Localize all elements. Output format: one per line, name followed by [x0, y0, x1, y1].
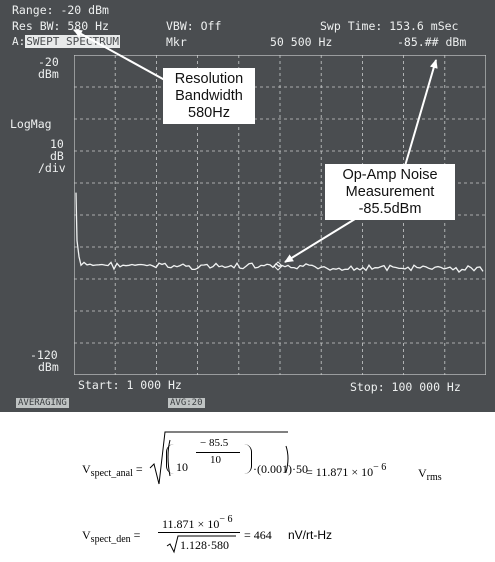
noise-arrow	[284, 218, 356, 263]
eq2-lhs: Vspect_den =	[82, 528, 141, 545]
eq1-exponent-numerator: − 85.5	[200, 437, 229, 449]
reference-level: -20	[38, 55, 59, 69]
marker-frequency: 50 500 Hz	[270, 35, 333, 49]
eq1-unit-subscript: rms	[426, 472, 442, 483]
eq1-fraction-bar	[196, 452, 240, 453]
marker-value: -85.## dBm	[397, 36, 466, 48]
start-frequency: Start: 1 000 Hz	[78, 378, 182, 392]
spectrum-analyzer-screen: Range: -20 dBm Res BW: 580 Hz A:SWEPT SP…	[0, 0, 495, 412]
eq1-result-value: = 11.871 × 10	[306, 465, 374, 479]
rbw-callout-line-3: 580Hz	[188, 105, 230, 121]
mode-indicator: A:SWEPT SPECTRUM	[12, 35, 120, 48]
eq2-radical	[166, 535, 236, 554]
noise-callout: Op-Amp Noise Measurement -85.5dBm	[325, 164, 455, 220]
eq2-result: = 464	[244, 528, 272, 542]
vbw-readout: VBW: Off	[166, 19, 222, 33]
noise-callout-line-1: Op-Amp Noise	[342, 167, 438, 183]
marker-label: Mkr	[166, 35, 187, 49]
eq2-fraction-bar	[158, 532, 240, 533]
sweep-time-readout: Swp Time: 153.6 mSec	[320, 19, 459, 33]
noise-callout-line-3: -85.5dBm	[358, 201, 422, 217]
avg-count-indicator: AVG:20	[168, 398, 205, 408]
eq2-numerator-exponent: − 6	[219, 514, 233, 525]
mode-prefix: A:	[12, 35, 26, 48]
eq2-denominator: 1.128·580	[180, 538, 229, 552]
range-readout: Range: -20 dBm	[12, 3, 109, 17]
res-bw-readout: Res BW: 580 Hz	[12, 19, 109, 33]
rbw-callout-line-1: Resolution	[174, 71, 244, 87]
eq2-lhs-symbol: V	[82, 528, 91, 542]
reference-unit: dBm	[38, 67, 59, 81]
noise-trace	[75, 192, 484, 273]
eq1-close-paren	[244, 444, 252, 474]
annotation-arrows	[73, 29, 438, 263]
marker-value-head: -85.	[397, 35, 425, 49]
bottom-unit: dBm	[38, 360, 59, 374]
scale-per-div: /div	[38, 161, 66, 175]
eq1-open-paren	[166, 444, 174, 474]
eq1-tail: ·(0.001)·50	[253, 462, 308, 476]
eq1-unit-symbol: V	[418, 466, 427, 480]
eq1-exponent-denominator: 10	[210, 454, 221, 466]
eq1-lhs: Vspect_anal =	[82, 462, 143, 479]
rbw-arrow	[73, 29, 173, 85]
eq1-base: 10	[176, 460, 188, 474]
eq2-numerator-value: 11.871 × 10	[162, 517, 220, 531]
scale-unit: dB	[50, 149, 64, 163]
eq1-result: = 11.871 × 10− 6	[306, 462, 386, 480]
eq1-unit: Vrms	[418, 466, 442, 483]
scale-value: 10	[50, 137, 64, 151]
mode-box: SWEPT SPECTRUM	[25, 35, 120, 48]
scale-mode: LogMag	[10, 117, 52, 131]
rbw-callout-line-2: Bandwidth	[175, 88, 243, 104]
eq2-lhs-subscript: spect_den	[90, 534, 131, 545]
rbw-callout: Resolution Bandwidth 580Hz	[163, 68, 255, 124]
eq1-lhs-symbol: V	[82, 462, 91, 476]
bottom-level: -120	[30, 348, 58, 362]
eq1-lhs-subscript: spect_anal	[90, 468, 133, 479]
marker-value-tail: ## dBm	[424, 35, 467, 49]
eq2-unit: nV/rt-Hz	[288, 528, 333, 542]
stop-frequency: Stop: 100 000 Hz	[350, 380, 461, 394]
averaging-indicator: AVERAGING	[16, 398, 69, 408]
eq1-result-exponent: − 6	[373, 462, 387, 473]
noise-callout-line-2: Measurement	[345, 184, 435, 200]
eq2-numerator: 11.871 × 10− 6	[162, 514, 232, 532]
marker-value-arrow	[404, 59, 438, 167]
marker-diamond	[273, 261, 283, 271]
